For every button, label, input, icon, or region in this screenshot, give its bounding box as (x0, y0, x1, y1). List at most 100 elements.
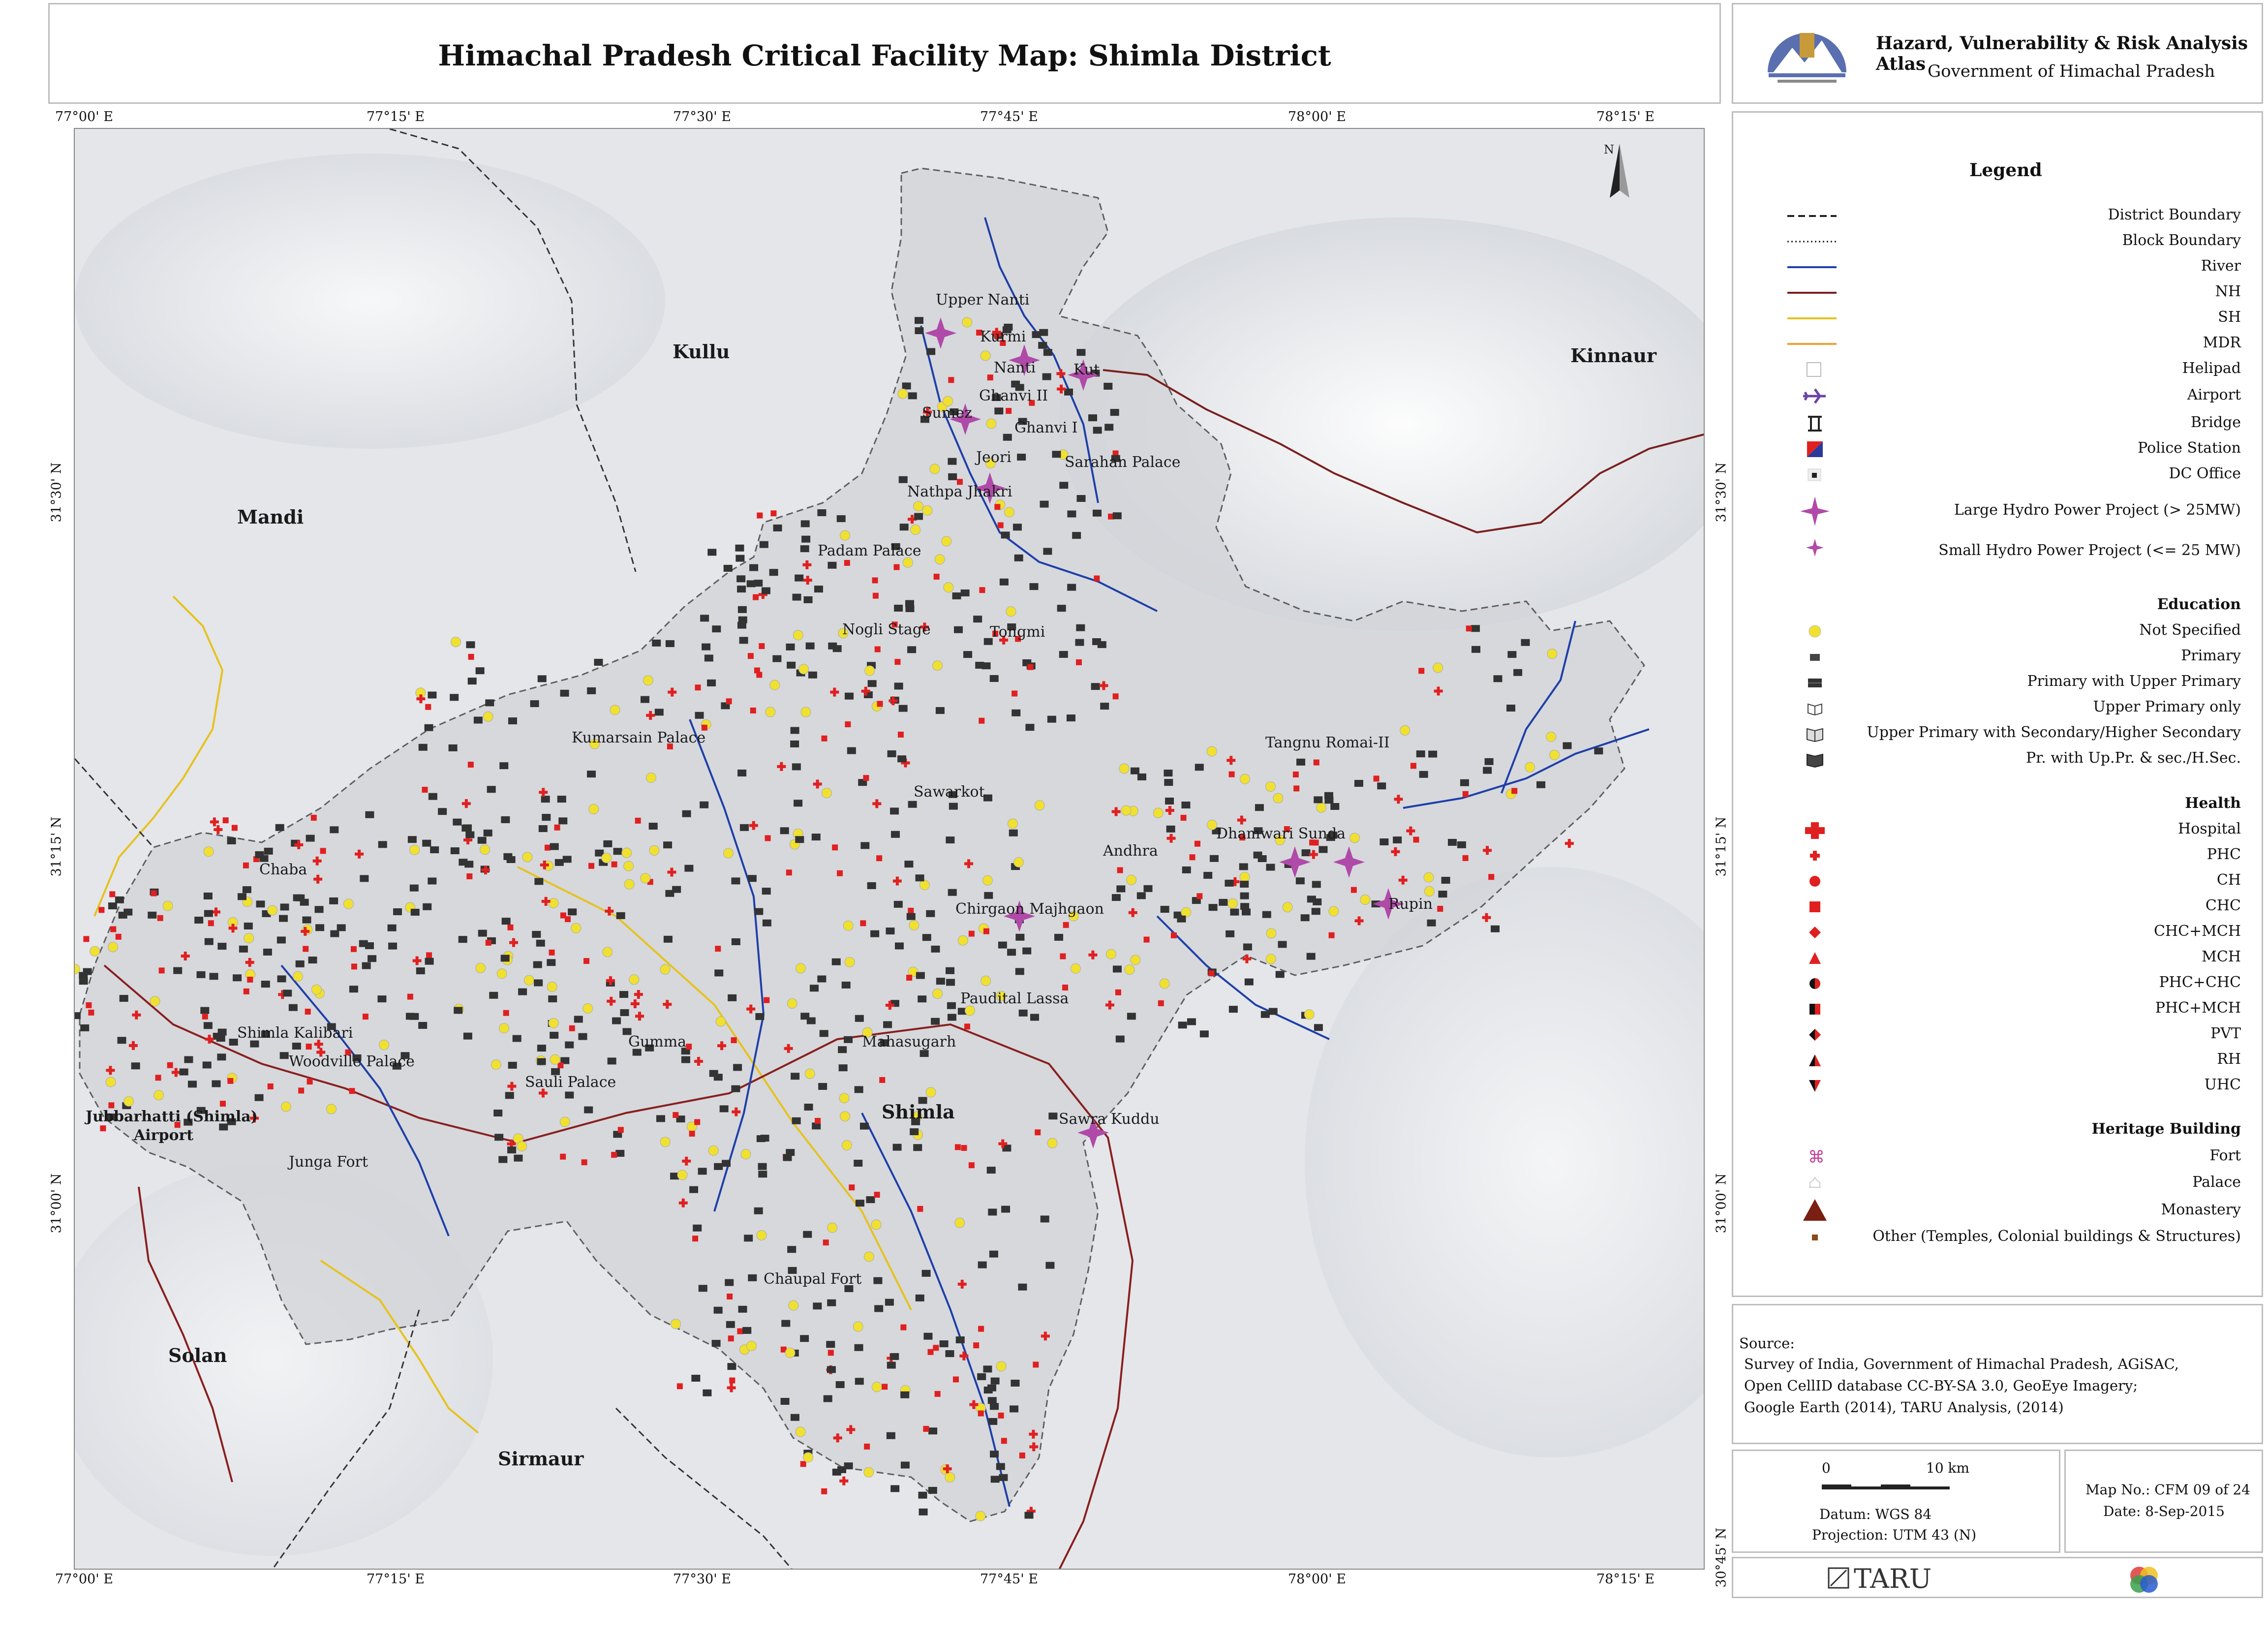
source-label: Source: (1739, 1335, 1795, 1352)
logo-panel: TARU (1732, 1557, 2263, 1598)
school-marker (217, 943, 227, 950)
north-arrow-icon (1610, 144, 1629, 198)
school-marker (123, 908, 133, 916)
school-marker (935, 707, 945, 714)
legend-label: Primary with Upper Primary (2027, 673, 2241, 690)
health-marker (1015, 636, 1021, 642)
school-marker (702, 643, 711, 650)
school-marker (1318, 846, 1328, 853)
phc-marker (313, 874, 323, 884)
health-marker (468, 653, 474, 660)
health-marker (1437, 905, 1443, 912)
school-marker (828, 561, 837, 569)
nh-road (103, 964, 1134, 1569)
school-marker (908, 392, 917, 400)
health-marker (894, 659, 901, 665)
school-marker (560, 1057, 570, 1064)
health-marker (908, 907, 914, 914)
health-marker (876, 855, 883, 862)
school-marker (80, 1024, 90, 1031)
school-marker (217, 1028, 227, 1036)
health-marker (231, 825, 238, 831)
school-marker (448, 744, 458, 751)
school-unspecified-marker (1304, 1009, 1315, 1020)
school-marker (949, 803, 958, 810)
school-marker (1017, 454, 1026, 461)
school-marker (891, 543, 900, 550)
school-marker (689, 1186, 699, 1193)
school-marker (1112, 965, 1122, 973)
school-unspecified-marker (1159, 978, 1170, 989)
legend-label: UHC (2204, 1076, 2241, 1093)
school-marker (886, 1432, 895, 1439)
school-marker (975, 661, 984, 669)
school-marker (1067, 510, 1076, 518)
school-marker (622, 1028, 632, 1035)
phc-marker (1099, 681, 1108, 690)
school-marker (507, 1146, 517, 1154)
health-marker (560, 912, 566, 919)
school-unspecified-marker (640, 873, 651, 884)
school-marker (739, 637, 748, 644)
scale-zero-label: 0 (1822, 1460, 1831, 1476)
mdr-line-icon (1787, 343, 1837, 345)
school-marker (1240, 880, 1249, 888)
phc-marker (1406, 826, 1415, 835)
school-marker (1187, 1018, 1196, 1025)
school-marker (219, 1123, 228, 1131)
school-marker (786, 1149, 795, 1156)
phc-marker (957, 1279, 967, 1289)
school-marker (233, 974, 242, 982)
school-marker (918, 1097, 927, 1104)
health-marker (350, 946, 357, 952)
school-marker (1240, 892, 1249, 899)
school-marker (499, 762, 509, 770)
school-marker (762, 919, 771, 927)
school-marker (1007, 949, 1016, 956)
school-unspecified-marker (1360, 894, 1371, 905)
phc-marker (1226, 756, 1236, 765)
school-unspecified-marker (267, 905, 278, 916)
school-marker (672, 886, 681, 893)
phc-marker (1041, 1331, 1050, 1341)
school-unspecified-marker (986, 418, 997, 429)
health-marker (874, 1192, 880, 1198)
school-marker (454, 1007, 463, 1014)
school-marker (1536, 781, 1546, 788)
health-marker (964, 1023, 970, 1030)
hospital-cross-icon (1805, 822, 1825, 839)
school-marker (1052, 451, 1061, 458)
school-marker (738, 1305, 747, 1313)
school-unspecified-marker (1013, 857, 1024, 867)
health-marker (466, 873, 473, 880)
legend-label: DC Office (2169, 465, 2241, 482)
school-unspecified-marker (660, 1137, 671, 1147)
health-marker (891, 621, 898, 628)
school-marker (704, 654, 713, 662)
school-marker (1022, 947, 1032, 955)
school-marker (950, 408, 959, 416)
health-marker (872, 577, 878, 584)
place-label: Sawra Kuddu (1059, 1111, 1160, 1128)
school-marker (999, 578, 1009, 586)
palace-icon (1809, 1176, 1821, 1188)
health-marker (155, 1075, 161, 1081)
health-marker (976, 329, 982, 336)
phc-marker (663, 1000, 672, 1009)
phc-marker (171, 1068, 181, 1077)
school-marker (984, 892, 993, 899)
health-marker (900, 1324, 907, 1330)
place-label: Nathpa Jhakri (907, 483, 1012, 500)
river (861, 1113, 1011, 1507)
school-marker (1110, 409, 1119, 416)
map-canvas[interactable]: Kinnaur Kullu Mandi Solan Sirmaur Shimla… (74, 128, 1705, 1570)
phc-marker (717, 1041, 727, 1051)
health-marker (1328, 932, 1335, 938)
health-marker (1108, 513, 1114, 520)
school-marker (926, 348, 936, 355)
school-unspecified-marker (863, 1251, 874, 1262)
school-marker (844, 1036, 853, 1043)
school-marker (1111, 455, 1120, 462)
school-marker (747, 875, 757, 882)
school-marker (1203, 871, 1213, 879)
